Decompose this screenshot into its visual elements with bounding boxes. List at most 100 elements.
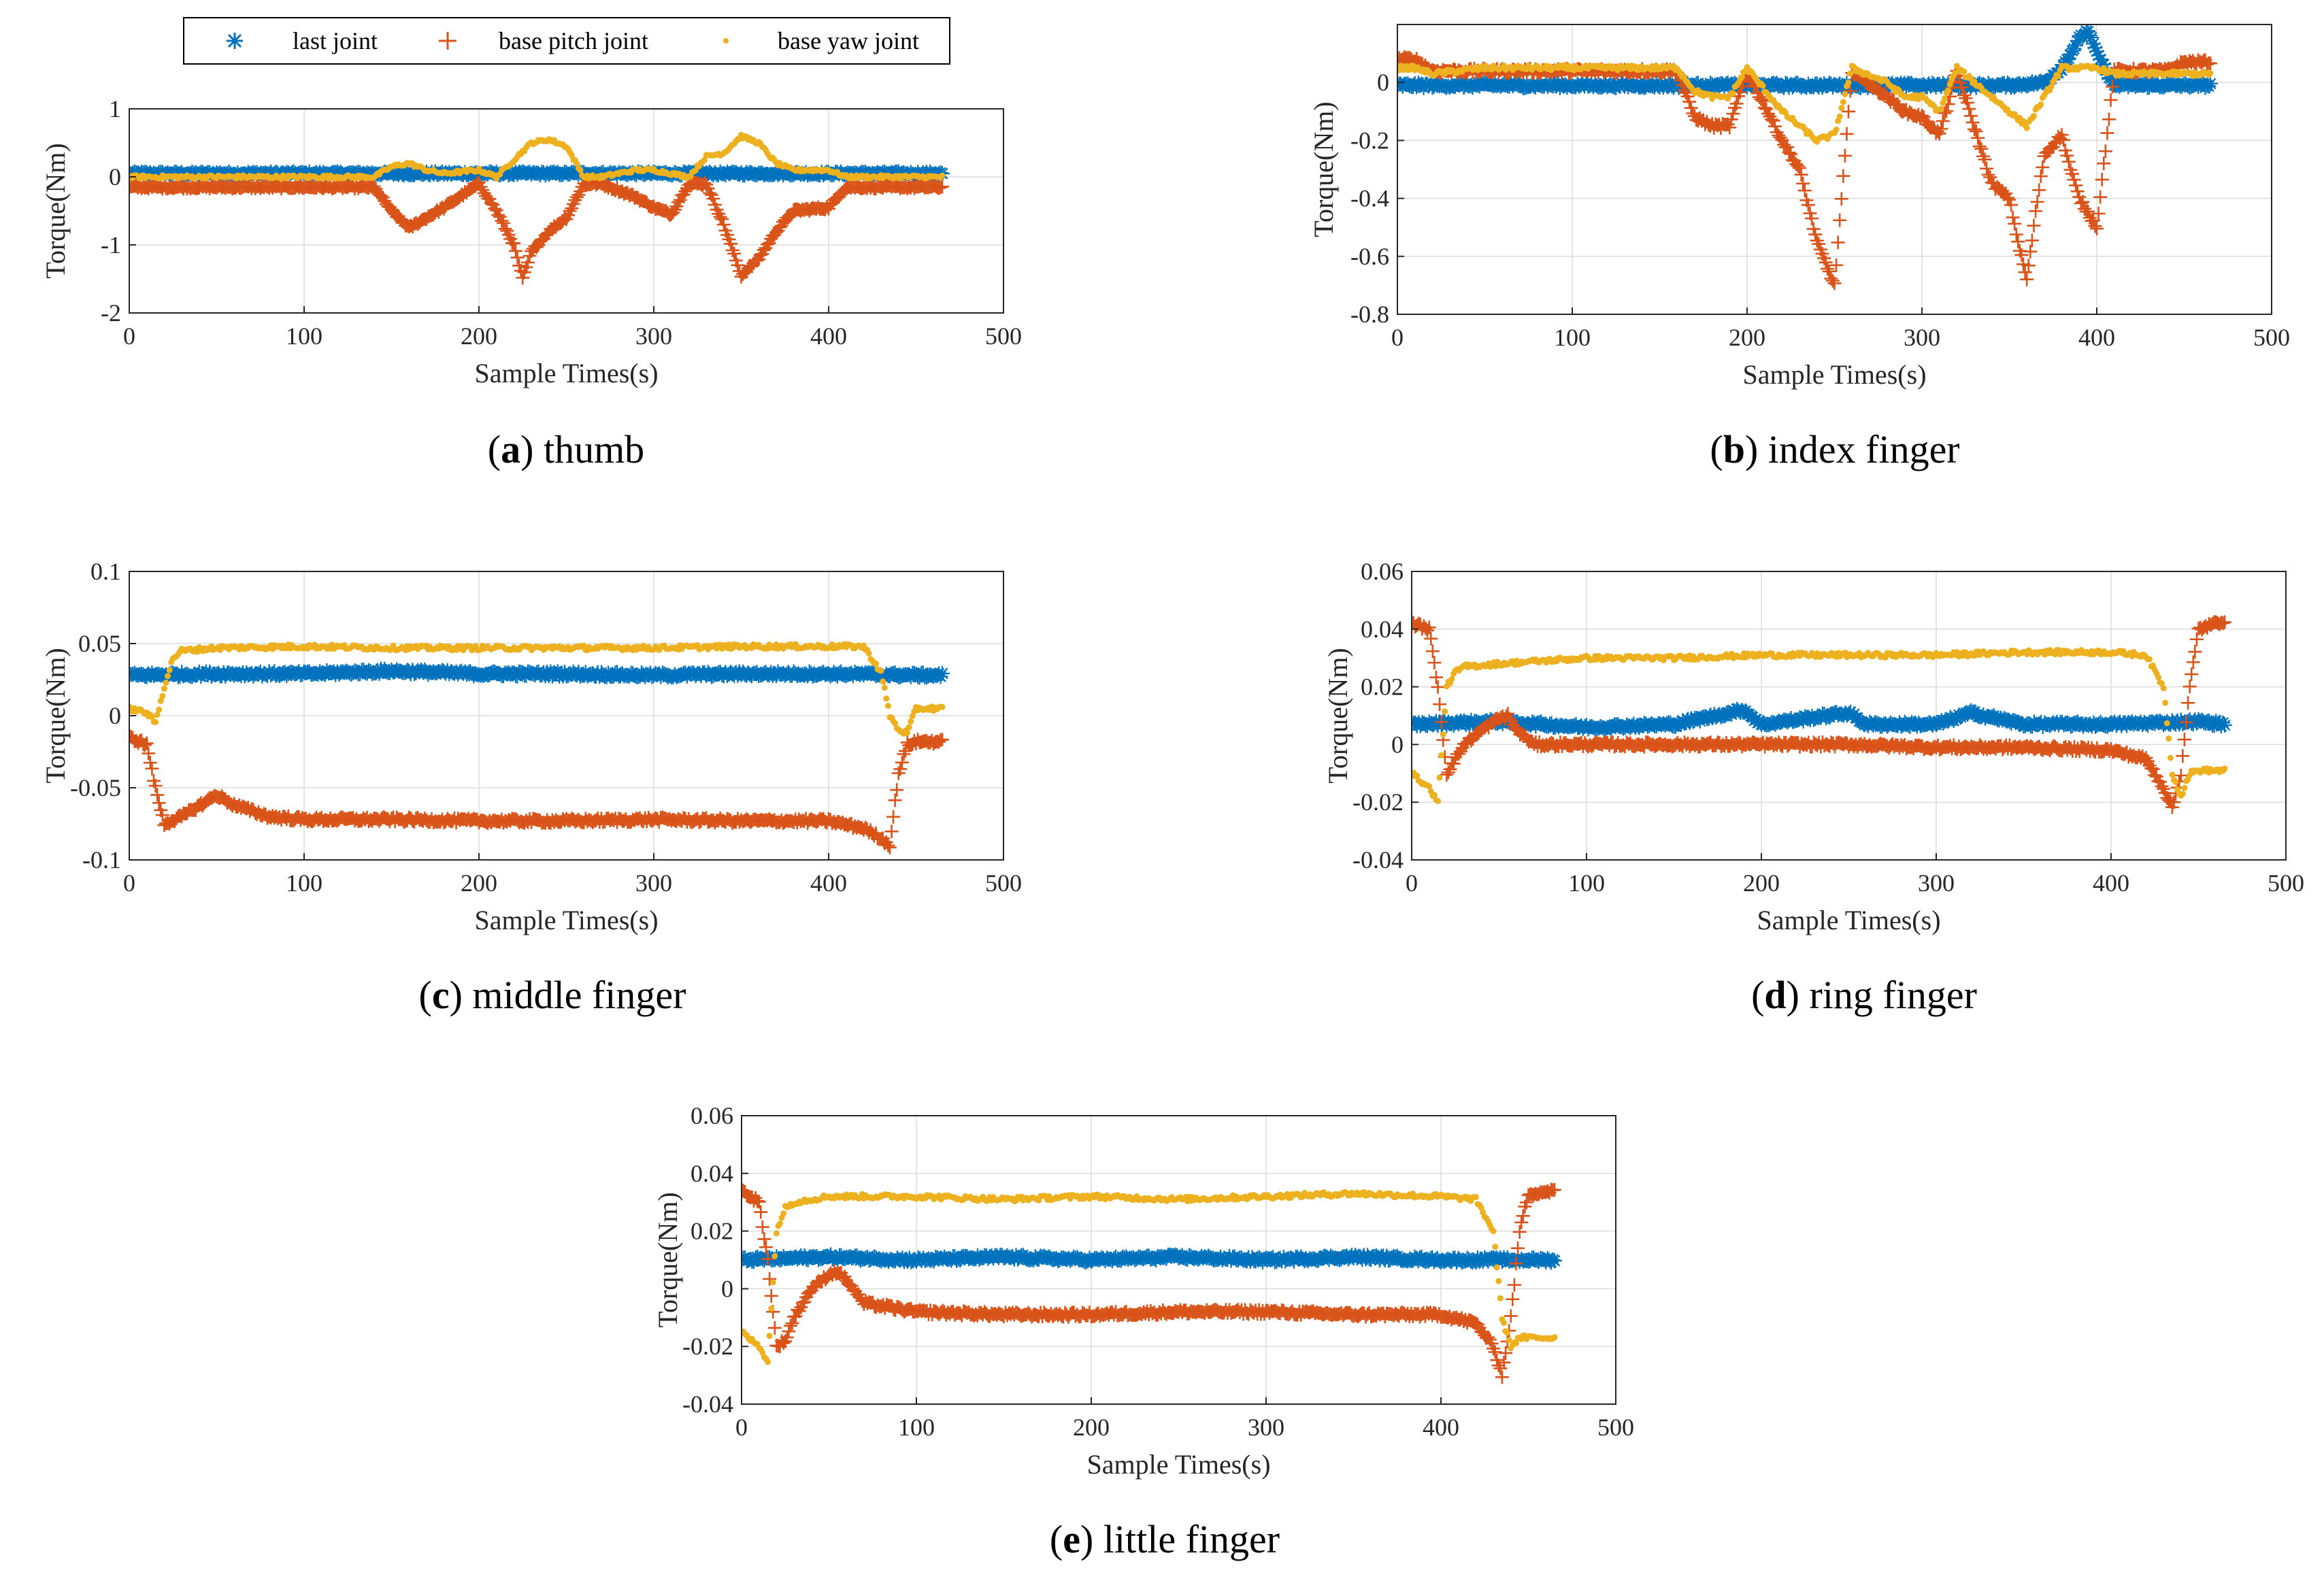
panel-d-point-last-joint (1745, 710, 1761, 725)
panel-a-point-base-pitch-joint (476, 183, 490, 197)
panel-c-point-base-pitch-joint (145, 761, 159, 776)
panel-b-point-base-yaw-joint (1729, 90, 1736, 97)
panel-a-point-base-pitch-joint (474, 180, 488, 194)
panel-c-point-base-yaw-joint (165, 673, 171, 680)
panel-b-point-last-joint (1919, 80, 1935, 95)
panel-b-point-last-joint (2093, 52, 2108, 67)
panel-b-point-base-pitch-joint (2009, 227, 2023, 242)
panel-b-point-last-joint (1812, 77, 1828, 93)
panel-b-point-base-pitch-joint (2014, 248, 2029, 262)
panel-b-point-base-pitch-joint (1776, 137, 1791, 152)
panel-c-point-base-pitch-joint (884, 825, 899, 839)
panel-b-point-base-pitch-joint (2065, 167, 2080, 181)
panel-c-point-last-joint (237, 668, 252, 684)
panel-c-point-base-yaw-joint (908, 718, 914, 725)
panel-c-point-last-joint (317, 667, 333, 682)
panel-d-point-last-joint (1843, 704, 1859, 720)
panel-b-point-base-pitch-joint (1822, 264, 1836, 278)
panel-b-point-base-pitch-joint (1968, 122, 1982, 137)
panel-b-point-base-yaw-joint (2207, 70, 2214, 77)
panel-b-point-base-yaw-joint (2100, 65, 2107, 71)
panel-b-ytick-label: 0 (1377, 69, 1389, 96)
panel-b-point-base-pitch-joint (2025, 233, 2039, 248)
panel-a-point-base-pitch-joint (676, 187, 691, 201)
panel-a-point-base-pitch-joint (520, 255, 535, 269)
panel-a-point-base-yaw-joint (577, 167, 584, 173)
panel-b-point-last-joint (2068, 38, 2084, 54)
panel-b-point-base-pitch-joint (1682, 95, 1697, 109)
panel-a-point-base-pitch-joint (667, 203, 682, 217)
panel-d-point-base-pitch-joint (1422, 620, 1436, 635)
panel-b-point-last-joint (2096, 56, 2112, 72)
panel-b-point-base-pitch-joint (1679, 86, 1693, 100)
legend-label-last-joint: last joint (293, 27, 378, 54)
panel-d-series (1412, 615, 2233, 814)
panel-b-point-base-pitch-joint (1838, 148, 1852, 163)
panel-b-point-base-pitch-joint (1793, 161, 1807, 175)
panel-c-point-base-yaw-joint (148, 714, 155, 720)
panel-a-axes (129, 108, 1004, 314)
panel-b-point-base-pitch-joint (1768, 119, 1782, 133)
panel-d-point-last-joint (1457, 713, 1472, 729)
panel-b-point-base-pitch-joint (1878, 86, 1893, 101)
panel-c-point-base-pitch-joint (139, 736, 154, 750)
panel-c-xtick-label: 300 (635, 869, 672, 897)
panel-b-point-base-pitch-joint (2102, 112, 2116, 127)
panel-b-point-base-pitch-joint (2032, 183, 2046, 197)
panel-b-point-base-pitch-joint (2020, 272, 2034, 286)
panel-a-point-base-pitch-joint (761, 237, 775, 252)
panel-b-series-last-joint (1397, 24, 2219, 95)
panel-c-point-base-pitch-joint (888, 793, 902, 808)
panel-b-point-last-joint (1814, 80, 1830, 95)
panel-b-point-base-pitch-joint (2030, 195, 2044, 209)
panel-b-point-last-joint (2061, 51, 2076, 67)
panel-b-point-base-pitch-joint (2097, 156, 2111, 171)
panel-b-xtick-label: 300 (1904, 324, 1940, 351)
panel-b-ytick-label: -0.8 (1350, 301, 1389, 328)
panel-b-point-base-pitch-joint (2082, 211, 2097, 225)
panel-c-point-base-yaw-joint (904, 729, 911, 736)
legend-entry-base-yaw-joint: base yaw joint (723, 27, 919, 54)
panel-a-point-base-pitch-joint (516, 271, 530, 285)
panel-d-point-base-pitch-joint (1424, 631, 1438, 646)
panel-a-point-base-pitch-joint (376, 190, 390, 205)
panel-c-point-base-yaw-joint (880, 678, 886, 685)
panel-d-point-last-joint (1673, 717, 1689, 733)
panel-b-point-base-pitch-joint (1843, 84, 1857, 98)
panel-b-xtick-label: 500 (2253, 324, 2290, 351)
panel-a-ytick-label: 1 (109, 95, 121, 122)
panel-a-ytick-label: -2 (101, 299, 121, 327)
panel-d-point-last-joint (1523, 717, 1538, 733)
panel-b-point-base-pitch-joint (1965, 116, 1980, 130)
panel-b-point-base-pitch-joint (1806, 222, 1821, 236)
panel-b-point-base-pitch-joint (1981, 167, 1995, 182)
panel-b-point-base-pitch-joint (1821, 262, 1835, 276)
panel-c-point-last-joint (202, 664, 218, 680)
panel-c-point-base-yaw-joint (909, 712, 916, 719)
panel-b-point-base-pitch-joint (2023, 244, 2038, 259)
panel-c-caption-text: middle finger (472, 973, 686, 1017)
panel-a-point-base-pitch-joint (498, 222, 512, 236)
panel-c-point-base-pitch-joint (155, 808, 169, 822)
panel-b-axes (1397, 24, 2272, 315)
panel-c-point-base-pitch-joint (215, 789, 229, 803)
panel-d-point-base-pitch-joint (1425, 644, 1440, 659)
panel-c-point-base-pitch-joint (882, 840, 897, 854)
panel-b-point-base-pitch-joint (2006, 210, 2020, 224)
panel-b-point-base-pitch-joint (1971, 131, 1985, 145)
panel-d-point-base-pitch-joint (1427, 656, 1442, 670)
panel-c-ylabel: Torque(Nm) (40, 648, 71, 783)
panel-a-point-last-joint (718, 167, 733, 183)
panel-a-point-base-pitch-joint (703, 186, 717, 200)
panel-c-series-last-joint (129, 661, 950, 685)
panel-b-ticks: 0 100 200 300 400 500-0.8-0.6-0.4-0.20 (1350, 69, 2290, 351)
panel-a: 0 100 200 300 400 500-2-101 Sample Times(s) T… (40, 95, 1022, 471)
panel-c-point-last-joint (679, 668, 695, 684)
panel-b-point-base-pitch-joint (2004, 198, 2019, 212)
panel-b-xlabel: Sample Times(s) (1742, 359, 1926, 390)
panel-c-point-base-pitch-joint (890, 783, 904, 797)
panel-b-point-base-yaw-joint (1833, 127, 1840, 133)
panel-b-point-base-pitch-joint (2018, 265, 2032, 280)
panel-b-point-base-pitch-joint (1831, 235, 1845, 250)
